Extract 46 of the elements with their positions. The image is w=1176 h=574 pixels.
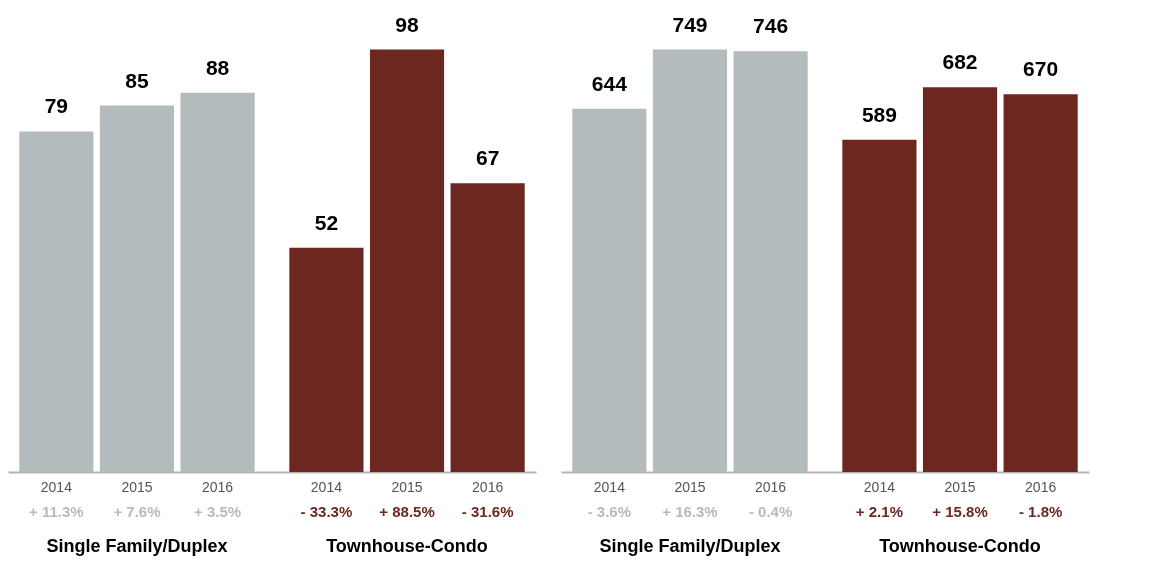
- data-label: 589: [861, 102, 897, 126]
- text: + 7.6%: [113, 503, 161, 520]
- bar: [369, 49, 445, 472]
- data-label: 67: [475, 146, 500, 170]
- x-tick-label: 2016: [755, 479, 787, 495]
- text: - 0.4%: [748, 503, 793, 520]
- data-label: 644: [591, 71, 628, 95]
- bar: [1003, 94, 1078, 472]
- x-tick-label: 2014: [310, 479, 343, 495]
- x-tick-label: 2016: [1025, 479, 1057, 495]
- data-label: 52: [314, 210, 339, 234]
- x-tick-label: 2015: [674, 479, 706, 495]
- bar: [289, 247, 364, 472]
- data-label: 88: [205, 55, 230, 79]
- data-label: 746: [753, 14, 789, 38]
- bar: [842, 139, 917, 472]
- text: + 88.5%: [379, 503, 435, 520]
- x-tick-label: 2014: [593, 479, 626, 495]
- x-tick-label: 2015: [944, 479, 976, 495]
- text: - 1.8%: [1018, 503, 1063, 520]
- text: Single Family/Duplex: [46, 536, 228, 556]
- x-tick-label: 2016: [202, 479, 234, 495]
- text: - 33.3%: [300, 503, 353, 520]
- text: + 3.5%: [194, 503, 242, 520]
- bar: [450, 183, 525, 472]
- x-tick-label: 2016: [472, 479, 504, 495]
- text: + 16.3%: [662, 503, 718, 520]
- data-label: 98: [395, 12, 420, 36]
- text: + 15.8%: [932, 503, 988, 520]
- data-label: 749: [672, 12, 708, 36]
- text: Single Family/Duplex: [599, 536, 781, 556]
- x-tick-label: 2015: [391, 479, 423, 495]
- data-label: 79: [44, 94, 69, 118]
- x-tick-label: 2015: [121, 479, 153, 495]
- text: - 3.6%: [587, 503, 632, 520]
- text: Townhouse-Condo: [879, 536, 1041, 556]
- text: + 11.3%: [29, 503, 84, 520]
- data-label: 670: [1023, 57, 1059, 81]
- x-tick-label: 2014: [40, 479, 73, 495]
- data-label: 682: [942, 50, 978, 74]
- data-label: 85: [125, 68, 149, 92]
- x-tick-label: 2014: [863, 479, 896, 495]
- text: Townhouse-Condo: [326, 536, 488, 556]
- bar: [922, 87, 998, 472]
- text: + 2.1%: [855, 503, 903, 520]
- text: - 31.6%: [461, 503, 514, 520]
